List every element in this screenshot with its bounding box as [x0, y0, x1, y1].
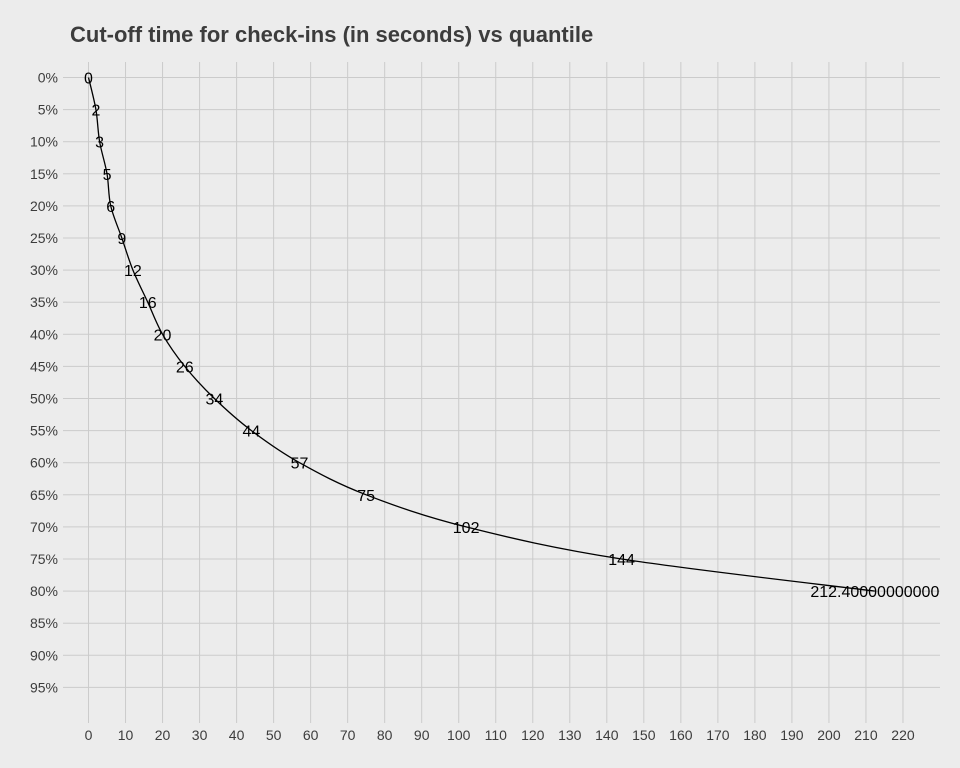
data-label: 3 — [95, 135, 104, 152]
x-tick-label: 40 — [229, 727, 245, 743]
y-tick-label: 75% — [30, 551, 58, 567]
y-tick-label: 15% — [30, 166, 58, 182]
y-tick-label: 20% — [30, 198, 58, 214]
data-label: 2 — [91, 103, 100, 120]
data-label: 0 — [84, 71, 93, 88]
data-label: 5 — [103, 167, 112, 184]
x-tick-label: 80 — [377, 727, 393, 743]
data-label: 212.40000000000 — [810, 584, 939, 601]
y-tick-label: 25% — [30, 230, 58, 246]
x-tick-label: 50 — [266, 727, 282, 743]
y-tick-label: 65% — [30, 487, 58, 503]
x-tick-label: 180 — [743, 727, 767, 743]
x-tick-label: 150 — [632, 727, 656, 743]
y-tick-label: 60% — [30, 455, 58, 471]
x-tick-label: 30 — [192, 727, 208, 743]
x-tick-label: 10 — [118, 727, 134, 743]
y-tick-label: 45% — [30, 358, 58, 374]
data-label: 75 — [357, 488, 375, 505]
x-tick-label: 60 — [303, 727, 319, 743]
axis-ticks: 0 10 20 30 40 50 60 70 80 90 100 110 120 130 140 150 160… — [30, 70, 915, 744]
y-tick-label: 55% — [30, 423, 58, 439]
y-tick-label: 50% — [30, 391, 58, 407]
x-tick-label: 170 — [706, 727, 730, 743]
x-tick-label: 110 — [485, 727, 508, 743]
y-tick-label: 5% — [38, 102, 58, 118]
x-tick-label: 120 — [521, 727, 545, 743]
x-tick-label: 90 — [414, 727, 430, 743]
y-tick-label: 70% — [30, 519, 58, 535]
series-line — [87, 77, 875, 592]
y-tick-label: 85% — [30, 615, 58, 631]
x-tick-label: 210 — [854, 727, 878, 743]
data-label: 12 — [124, 263, 142, 280]
data-label: 26 — [176, 359, 194, 376]
data-label: 34 — [205, 392, 223, 409]
x-tick-label: 100 — [447, 727, 471, 743]
x-tick-label: 130 — [558, 727, 582, 743]
data-label: 102 — [453, 520, 480, 537]
y-tick-label: 90% — [30, 647, 58, 663]
x-tick-label: 220 — [891, 727, 915, 743]
data-label: 57 — [291, 456, 309, 473]
chart-title: Cut-off time for check-ins (in seconds) … — [70, 22, 593, 47]
data-label: 20 — [154, 327, 172, 344]
data-label: 16 — [139, 295, 157, 312]
x-tick-label: 0 — [85, 727, 93, 743]
y-tick-label: 95% — [30, 679, 58, 695]
x-tick-label: 200 — [817, 727, 841, 743]
data-label: 9 — [117, 231, 126, 248]
y-tick-label: 35% — [30, 294, 58, 310]
x-tick-label: 20 — [155, 727, 171, 743]
y-tick-label: 10% — [30, 134, 58, 150]
x-tick-label: 190 — [780, 727, 804, 743]
x-tick-label: 140 — [595, 727, 619, 743]
x-tick-label: 160 — [669, 727, 693, 743]
y-tick-label: 40% — [30, 326, 58, 342]
grid-lines — [70, 62, 940, 716]
data-label: 6 — [106, 199, 115, 216]
y-tick-label: 0% — [38, 70, 58, 86]
y-tick-label: 30% — [30, 262, 58, 278]
y-tick-label: 80% — [30, 583, 58, 599]
data-label: 144 — [608, 552, 635, 569]
series — [87, 77, 875, 592]
data-label: 44 — [243, 424, 261, 441]
x-tick-label: 70 — [340, 727, 356, 743]
